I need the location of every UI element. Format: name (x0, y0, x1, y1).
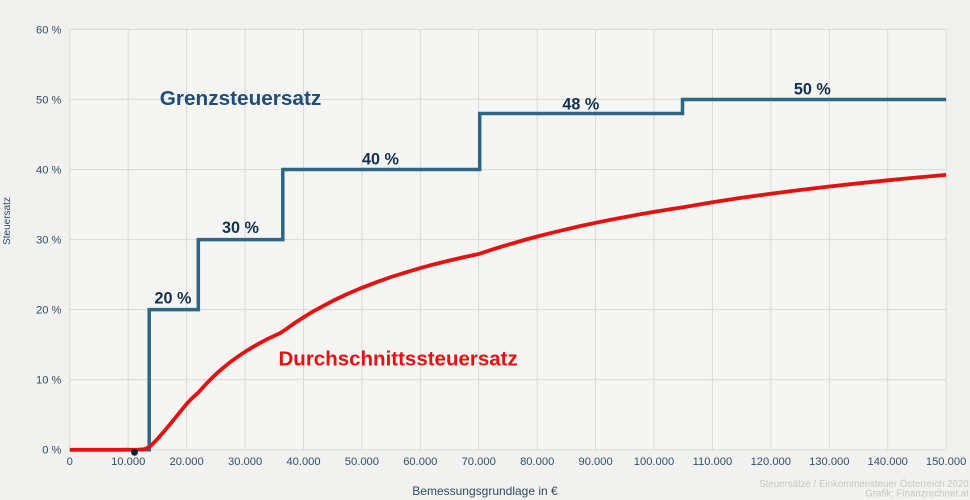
svg-text:50.000: 50.000 (345, 456, 379, 468)
svg-text:60 %: 60 % (36, 24, 62, 36)
svg-text:Steuersätze / Einkommensteuer: Steuersätze / Einkommensteuer Österreich… (759, 479, 969, 490)
svg-text:60.000: 60.000 (403, 456, 437, 468)
svg-text:90.000: 90.000 (578, 456, 612, 468)
svg-text:30 %: 30 % (222, 219, 259, 237)
svg-text:0 %: 0 % (42, 445, 61, 457)
svg-text:10 %: 10 % (36, 375, 62, 387)
svg-text:Bemessungsgrundlage in €: Bemessungsgrundlage in € (412, 484, 558, 498)
svg-text:130.000: 130.000 (809, 456, 849, 468)
svg-text:Durchschnittssteuersatz: Durchschnittssteuersatz (279, 348, 518, 371)
svg-text:48 %: 48 % (562, 95, 599, 113)
svg-text:20 %: 20 % (154, 290, 191, 308)
svg-text:Grenzsteuersatz: Grenzsteuersatz (160, 87, 321, 110)
svg-text:30.000: 30.000 (228, 456, 262, 468)
svg-text:70.000: 70.000 (462, 456, 496, 468)
svg-text:30 %: 30 % (36, 235, 62, 247)
svg-text:Steuersatz: Steuersatz (2, 197, 13, 245)
svg-text:20 %: 20 % (36, 305, 62, 317)
svg-text:20.000: 20.000 (169, 456, 203, 468)
svg-text:50 %: 50 % (794, 81, 831, 99)
svg-text:0: 0 (67, 456, 73, 468)
svg-text:40.000: 40.000 (286, 456, 320, 468)
svg-text:40 %: 40 % (362, 150, 399, 168)
svg-text:80.000: 80.000 (520, 456, 554, 468)
svg-text:120.000: 120.000 (751, 456, 791, 468)
svg-text:40 %: 40 % (36, 164, 62, 176)
svg-text:140.000: 140.000 (867, 456, 907, 468)
svg-text:Grafik: Finanzrechner.at: Grafik: Finanzrechner.at (865, 489, 969, 500)
svg-text:50 %: 50 % (36, 94, 62, 106)
svg-text:150.000: 150.000 (926, 456, 966, 468)
svg-text:100.000: 100.000 (634, 456, 674, 468)
svg-text:110.000: 110.000 (693, 456, 733, 468)
svg-text:10.000: 10.000 (111, 456, 145, 468)
